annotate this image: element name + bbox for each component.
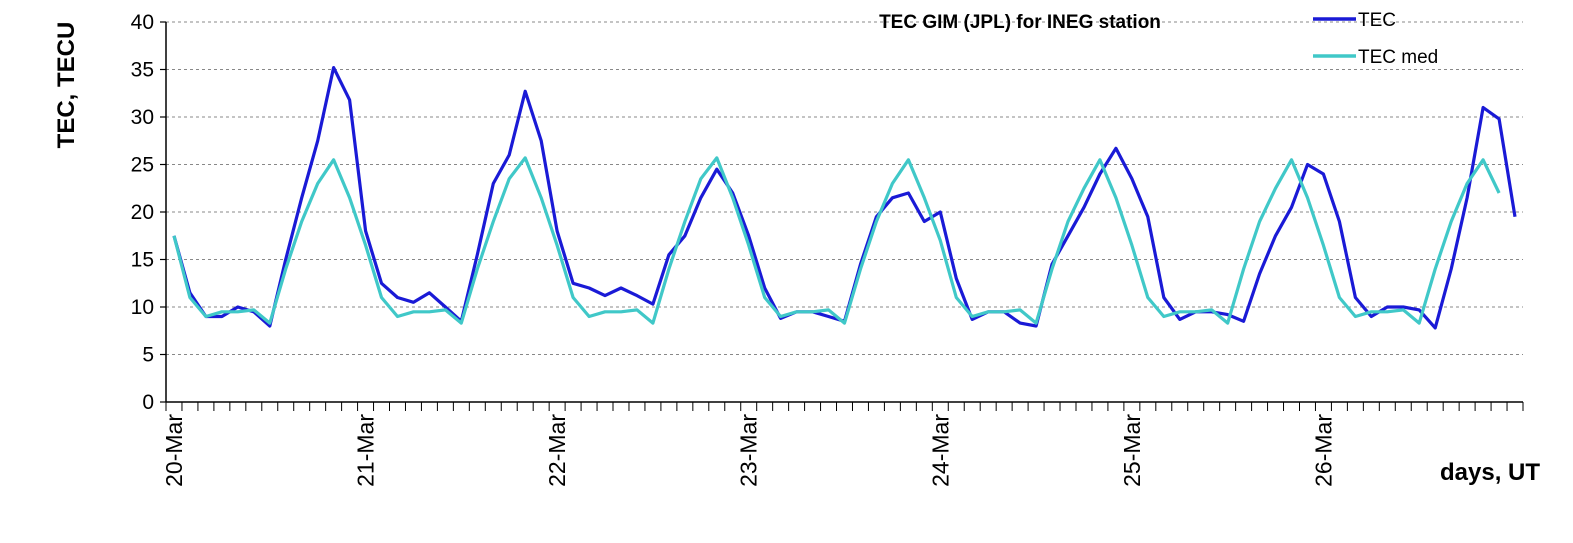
x-tick-label: 26-Mar: [1310, 414, 1336, 487]
chart-title: TEC GIM (JPL) for INEG station: [879, 12, 1161, 33]
legend-label: TEC: [1358, 10, 1396, 31]
y-tick-label: 25: [131, 154, 154, 177]
legend-label: TEC med: [1358, 47, 1438, 68]
x-tick-label: 25-Mar: [1119, 414, 1145, 487]
x-tick-label: 22-Mar: [544, 414, 570, 487]
y-tick-label: 15: [131, 249, 154, 272]
y-tick-label: 35: [131, 59, 154, 82]
legend: TEC TEC med: [1313, 10, 1438, 68]
series-line-tec: [172, 65, 1517, 330]
x-tick-label: 20-Mar: [161, 414, 187, 487]
x-tick-label: 23-Mar: [736, 414, 762, 487]
x-tick-label: 24-Mar: [927, 414, 953, 487]
y-axis-ticks: 0 5 10 15 20 25 30 35 40: [131, 11, 166, 414]
y-tick-label: 20: [131, 201, 154, 224]
y-tick-label: 30: [131, 106, 154, 129]
x-tick-label: 21-Mar: [353, 414, 379, 487]
y-tick-label: 5: [142, 344, 154, 367]
y-axis-title: TEC, TECU: [53, 22, 80, 149]
x-axis-title: days, UT: [1440, 459, 1540, 486]
gridlines: [166, 21, 1523, 355]
y-tick-label: 10: [131, 296, 154, 319]
y-tick-label: 40: [131, 11, 154, 34]
series-line-tec-med: [172, 156, 1501, 325]
data-series: [172, 65, 1517, 330]
y-tick-label: 0: [142, 391, 154, 414]
x-axis-ticks: 20-Mar 21-Mar 22-Mar 23-Mar 24-Mar 25-Mar 26-M…: [161, 402, 1524, 487]
